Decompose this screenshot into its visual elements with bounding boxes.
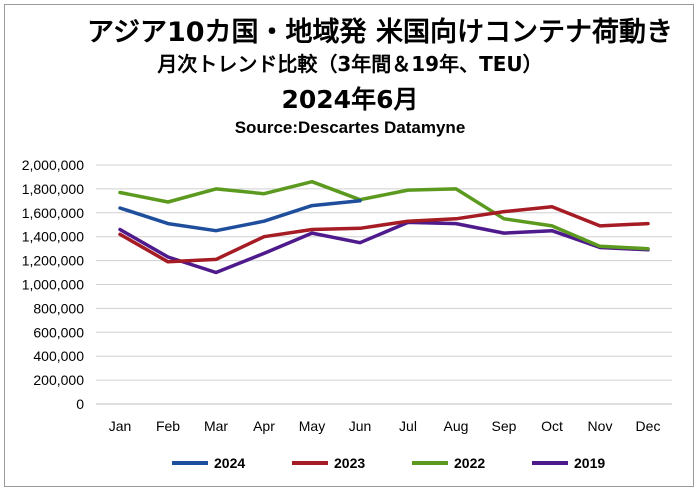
y-tick-label: 1,800,000 [22, 181, 84, 197]
x-tick-label: Jul [399, 418, 417, 434]
legend-label-2024: 2024 [214, 455, 245, 471]
x-tick-label: Feb [156, 418, 180, 434]
x-tick-label: Oct [541, 418, 563, 434]
gridlines [96, 164, 672, 405]
y-tick-label: 2,000,000 [22, 157, 84, 173]
legend-label-2019: 2019 [574, 455, 605, 471]
chart-source: Source:Descartes Datamyne [234, 118, 466, 137]
x-tick-label: Jan [109, 418, 132, 434]
x-tick-label: Jun [349, 418, 372, 434]
chart-frame [4, 4, 694, 487]
x-tick-label: Dec [636, 418, 661, 434]
x-tick-label: May [299, 418, 325, 434]
legend: 2024 2023 2022 2019 [172, 455, 605, 471]
legend-label-2022: 2022 [454, 455, 485, 471]
chart-title: アジア10カ国・地域発 米国向けコンテナ荷動き [87, 17, 673, 48]
x-tick-label: Apr [253, 418, 275, 434]
x-tick-label: Aug [444, 418, 469, 434]
y-tick-label: 200,000 [33, 372, 84, 388]
y-tick-label: 1,000,000 [22, 277, 84, 293]
series-lines [118, 179, 650, 275]
x-tick-label: Nov [588, 418, 613, 434]
y-axis: 2,000,000 1,800,000 1,600,000 1,400,000 1,20… [22, 157, 85, 412]
x-tick-label: Mar [204, 418, 228, 434]
y-tick-label: 1,600,000 [22, 205, 84, 221]
series-line-2024 [118, 199, 362, 233]
y-tick-label: 0 [76, 396, 84, 412]
y-tick-label: 800,000 [33, 300, 84, 316]
x-tick-label: Sep [492, 418, 517, 434]
chart-date: 2024年6月 [281, 85, 419, 114]
chart-subtitle: 月次トレンド比較（3年間＆19年、TEU） [157, 52, 543, 76]
y-tick-label: 1,200,000 [22, 253, 84, 269]
series-line-2019 [118, 220, 650, 275]
series-line-2023 [118, 205, 650, 264]
y-tick-label: 600,000 [33, 324, 84, 340]
series-line-2022 [118, 179, 650, 251]
x-axis: Jan Feb Mar Apr May Jun Jul Aug Sep Oct Nov Dec [96, 403, 672, 434]
y-tick-label: 1,400,000 [22, 229, 84, 245]
legend-label-2023: 2023 [334, 455, 365, 471]
y-tick-label: 400,000 [33, 348, 84, 364]
